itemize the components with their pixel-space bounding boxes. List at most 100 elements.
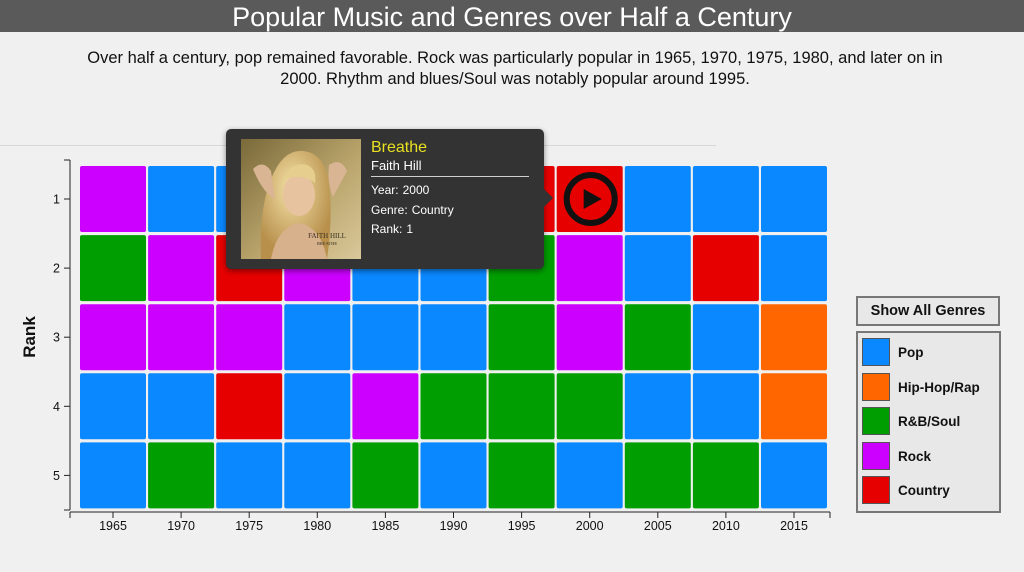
x-tick-label: 2005 xyxy=(644,519,672,533)
song-tooltip: FAITH HILL BREATHE Breathe Faith Hill Ye… xyxy=(226,129,553,269)
heatmap-cell-1970-rank-2-rock[interactable] xyxy=(148,235,215,302)
heatmap-cell-1980-rank-4-pop[interactable] xyxy=(284,373,351,440)
legend-swatch-pop xyxy=(862,338,890,366)
heatmap-cell-1990-rank-4-r-b-soul[interactable] xyxy=(420,373,487,440)
tooltip-year-key: Year: xyxy=(371,183,399,197)
chart-axes: 1 2 3 4 5 1965 1970 1975 1980 1985 1990 1995 2000 200… xyxy=(53,159,831,533)
legend-item-rock[interactable]: Rock xyxy=(862,442,998,472)
heatmap-cell-1995-rank-4-r-b-soul[interactable] xyxy=(488,373,555,440)
heatmap-cell-2005-rank-3-r-b-soul[interactable] xyxy=(624,304,691,371)
x-tick-label: 1975 xyxy=(235,519,263,533)
legend-item-pop[interactable]: Pop xyxy=(862,338,998,368)
heatmap-cell-1965-rank-4-pop[interactable] xyxy=(80,373,146,440)
show-all-genres-button[interactable]: Show All Genres xyxy=(856,296,1000,326)
x-tick-label: 1965 xyxy=(99,519,127,533)
legend-swatch-hip-hop-rap xyxy=(862,373,890,401)
heatmap-cell-1975-rank-5-pop[interactable] xyxy=(216,442,283,509)
tooltip-year-value: 2000 xyxy=(402,183,430,197)
genre-legend: Pop Hip-Hop/Rap R&B/Soul Rock Country xyxy=(856,331,1001,513)
heatmap-cell-1980-rank-3-pop[interactable] xyxy=(284,304,351,371)
y-tick-label: 1 xyxy=(53,193,60,207)
play-overlay xyxy=(563,172,618,226)
tooltip-rank: Rank: 1 xyxy=(371,222,413,236)
heatmap-cell-2010-rank-3-pop[interactable] xyxy=(692,304,759,371)
legend-label-country: Country xyxy=(898,483,950,498)
legend-item-country[interactable]: Country xyxy=(862,476,998,506)
heatmap-cell-2000-rank-3-rock[interactable] xyxy=(556,304,623,371)
tooltip-rank-value: 1 xyxy=(406,222,414,236)
heatmap-cell-1985-rank-3-pop[interactable] xyxy=(352,304,419,371)
heatmap-cell-1970-rank-5-r-b-soul[interactable] xyxy=(148,442,215,509)
heatmap-cell-2000-rank-4-r-b-soul[interactable] xyxy=(556,373,623,440)
page-subtitle: Over half a century, pop remained favora… xyxy=(87,49,943,88)
x-tick-label: 1985 xyxy=(371,519,399,533)
play-icon[interactable] xyxy=(563,172,618,226)
heatmap-cell-1995-rank-3-r-b-soul[interactable] xyxy=(488,304,555,371)
y-tick-label: 5 xyxy=(53,469,60,483)
x-tick-label: 1970 xyxy=(167,519,195,533)
heatmap-cell-1975-rank-4-country[interactable] xyxy=(216,373,283,440)
heatmap-cell-2005-rank-1-pop[interactable] xyxy=(624,166,691,232)
song-title: Breathe xyxy=(371,139,428,156)
album-art-text: FAITH HILL xyxy=(308,232,346,240)
heatmap-cell-2015-rank-2-pop[interactable] xyxy=(761,235,827,302)
legend-swatch-rnb-soul xyxy=(862,407,890,435)
heatmap-cell-1965-rank-3-rock[interactable] xyxy=(80,304,146,371)
heatmap-cell-2015-rank-4-hip-hop-rap[interactable] xyxy=(761,373,827,440)
tooltip-genre-key: Genre: xyxy=(371,203,408,217)
heatmap-cell-2015-rank-3-hip-hop-rap[interactable] xyxy=(761,304,827,371)
heatmap-cell-1980-rank-5-pop[interactable] xyxy=(284,442,351,509)
legend-label-hip-hop-rap: Hip-Hop/Rap xyxy=(898,380,980,395)
heatmap-cell-2010-rank-2-country[interactable] xyxy=(692,235,759,302)
heatmap-cell-1970-rank-3-rock[interactable] xyxy=(148,304,215,371)
heatmap-cell-2000-rank-2-rock[interactable] xyxy=(556,235,623,302)
heatmap-cell-2005-rank-4-pop[interactable] xyxy=(624,373,691,440)
heatmap-cell-1970-rank-1-pop[interactable] xyxy=(148,166,215,232)
tooltip-genre-value: Country xyxy=(411,203,454,217)
heatmap-cell-1965-rank-1-rock[interactable] xyxy=(80,166,146,232)
legend-swatch-country xyxy=(862,476,890,504)
heatmap-cell-2010-rank-5-r-b-soul[interactable] xyxy=(692,442,759,509)
heatmap-cell-2005-rank-5-r-b-soul[interactable] xyxy=(624,442,691,509)
page-title: Popular Music and Genres over Half a Cen… xyxy=(0,0,1024,32)
heatmap-cell-1985-rank-4-rock[interactable] xyxy=(352,373,419,440)
heatmap-cell-2010-rank-1-pop[interactable] xyxy=(692,166,759,232)
y-tick-label: 4 xyxy=(53,400,60,414)
heatmap-cell-2000-rank-5-pop[interactable] xyxy=(556,442,623,509)
y-axis-label: Rank xyxy=(20,316,39,358)
tooltip-divider xyxy=(371,176,529,177)
x-tick-label: 1990 xyxy=(440,519,468,533)
heatmap-cell-1965-rank-5-pop[interactable] xyxy=(80,442,146,509)
tooltip-rank-key: Rank: xyxy=(371,222,403,236)
heatmap-cell-1965-rank-2-r-b-soul[interactable] xyxy=(80,235,146,302)
x-tick-label: 2015 xyxy=(780,519,808,533)
y-tick-label: 2 xyxy=(53,262,60,276)
x-tick-label: 2000 xyxy=(576,519,604,533)
album-art: FAITH HILL BREATHE xyxy=(241,139,361,259)
tooltip-genre: Genre: Country xyxy=(371,203,454,217)
heatmap-cell-1990-rank-3-pop[interactable] xyxy=(420,304,487,371)
heatmap-cell-1970-rank-4-pop[interactable] xyxy=(148,373,215,440)
legend-item-hip-hop-rap[interactable]: Hip-Hop/Rap xyxy=(862,373,998,403)
x-tick-label: 1995 xyxy=(508,519,536,533)
song-artist: Faith Hill xyxy=(371,158,422,173)
x-tick-label: 1980 xyxy=(303,519,331,533)
heatmap-cell-1985-rank-5-r-b-soul[interactable] xyxy=(352,442,419,509)
heatmap-cell-2015-rank-5-pop[interactable] xyxy=(761,442,827,509)
legend-label-pop: Pop xyxy=(898,345,924,360)
album-art-subtext: BREATHE xyxy=(317,241,338,246)
legend-swatch-rock xyxy=(862,442,890,470)
heatmap-cell-2010-rank-4-pop[interactable] xyxy=(692,373,759,440)
legend-label-rock: Rock xyxy=(898,449,932,464)
legend-item-rnb-soul[interactable]: R&B/Soul xyxy=(862,407,998,437)
heatmap-cell-1990-rank-5-pop[interactable] xyxy=(420,442,487,509)
heatmap-cell-2005-rank-2-pop[interactable] xyxy=(624,235,691,302)
tooltip-year: Year: 2000 xyxy=(371,183,429,197)
play-icon-triangle xyxy=(583,189,602,209)
y-tick-label: 3 xyxy=(53,331,60,345)
heatmap-cell-1995-rank-5-r-b-soul[interactable] xyxy=(488,442,555,509)
heatmap-cell-1975-rank-3-rock[interactable] xyxy=(216,304,283,371)
heatmap-cell-2015-rank-1-pop[interactable] xyxy=(761,166,827,232)
x-tick-label: 2010 xyxy=(712,519,740,533)
tooltip-arrow xyxy=(544,189,553,207)
